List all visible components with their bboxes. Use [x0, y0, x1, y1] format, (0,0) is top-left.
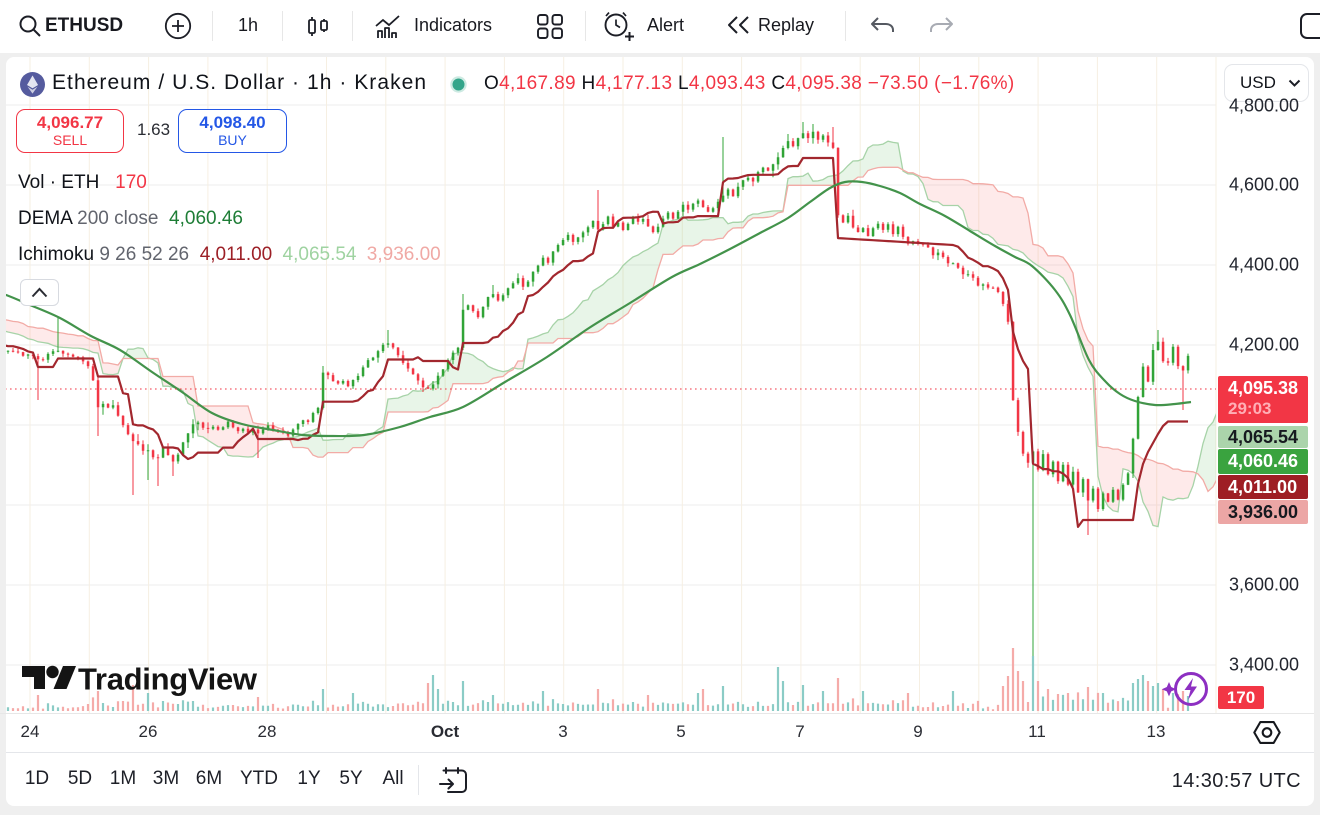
- svg-text:TradingView: TradingView: [78, 665, 258, 697]
